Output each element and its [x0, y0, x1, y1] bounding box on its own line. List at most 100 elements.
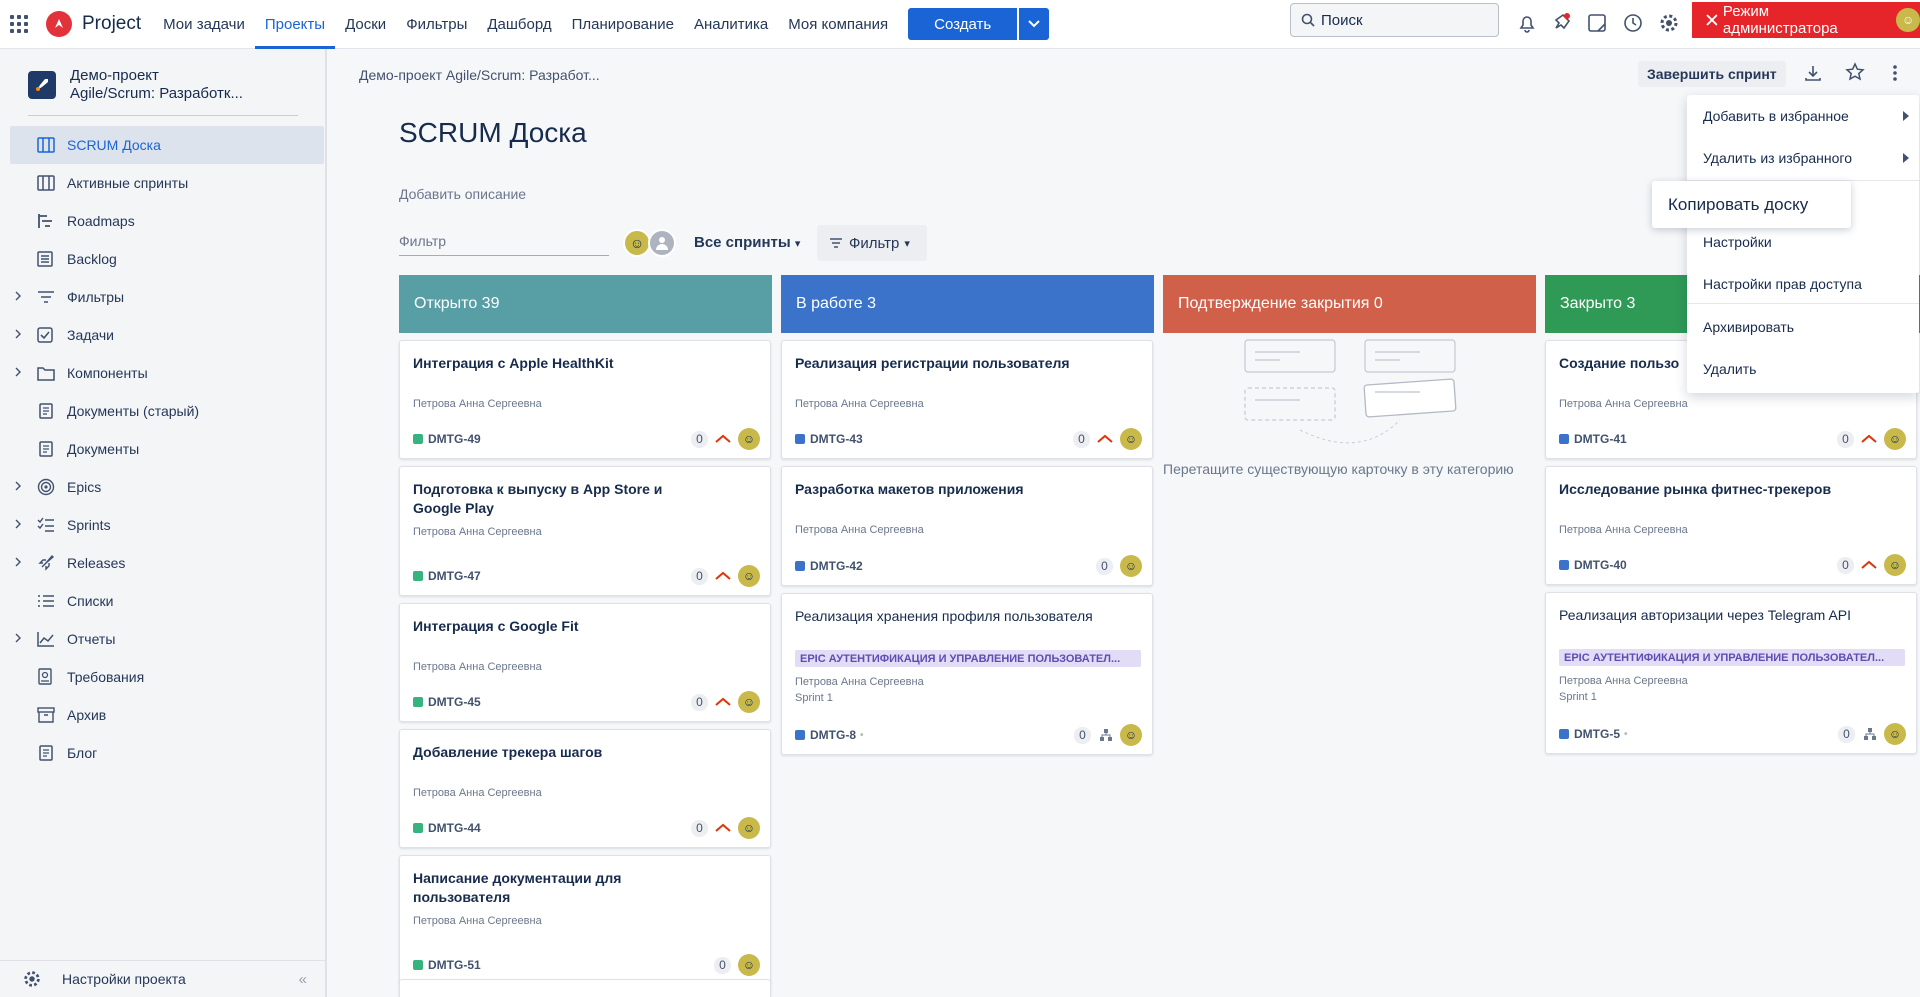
assignee-avatar[interactable]: ☺	[738, 565, 760, 587]
menu-remove-favorites[interactable]: Удалить из избранного	[1703, 150, 1852, 166]
breadcrumb[interactable]: Демо-проект Agile/Scrum: Разработ...	[359, 67, 600, 83]
assignee-avatar[interactable]: ☺	[1120, 724, 1142, 746]
nav-analytics[interactable]: Аналитика	[693, 15, 769, 33]
sidebar-item[interactable]: Блог	[10, 734, 324, 772]
sidebar-item[interactable]: SCRUM Доска	[10, 126, 324, 164]
assignee-avatar[interactable]: ☺	[1884, 723, 1906, 745]
notifications-icon[interactable]	[1516, 12, 1538, 34]
settings-gear-icon[interactable]	[1658, 12, 1680, 34]
task-card[interactable]: Исследование рынка фитнес-трекеров Петров…	[1545, 466, 1917, 585]
notes-icon[interactable]	[1586, 12, 1608, 34]
task-card[interactable]: Интеграция с Apple HealthKit Петрова Анна…	[399, 340, 771, 459]
issue-key-label[interactable]: DMTG-43	[810, 432, 863, 446]
avatar-filter-generic[interactable]	[648, 229, 676, 257]
sidebar-item[interactable]: Требования	[10, 658, 324, 696]
task-card[interactable]: Реализация авторизации через Telegram AP…	[1545, 592, 1917, 754]
pin-icon[interactable]	[1550, 12, 1572, 34]
more-options-icon[interactable]	[1891, 64, 1899, 82]
nav-dashboard[interactable]: Дашборд	[487, 15, 552, 33]
issue-key-label[interactable]: DMTG-51	[428, 958, 481, 972]
all-sprints-dropdown[interactable]: Все спринты ▾	[694, 234, 800, 251]
issue-key-label[interactable]: DMTG-8	[810, 728, 856, 742]
collapse-sidebar-icon[interactable]: «	[298, 971, 307, 988]
admin-mode-button[interactable]: Режим администратора ☺	[1692, 2, 1920, 38]
assignee-avatar[interactable]: ☺	[738, 954, 760, 976]
nav-projects[interactable]: Проекты	[254, 0, 336, 49]
chevron-right-icon[interactable]	[14, 367, 22, 377]
filter-button[interactable]: Фильтр ▾	[817, 225, 927, 261]
sidebar-item[interactable]: Активные спринты	[10, 164, 324, 202]
user-avatar[interactable]: ☺	[1896, 8, 1920, 32]
nav-my-tasks[interactable]: Мои задачи	[163, 15, 245, 33]
assignee-avatar[interactable]: ☺	[738, 691, 760, 713]
brand-name[interactable]: Project	[82, 13, 142, 34]
task-card[interactable]: Добавление трекера шагов Петрова Анна Сер…	[399, 729, 771, 848]
sidebar-item[interactable]: Задачи	[10, 316, 324, 354]
chevron-right-icon[interactable]	[14, 557, 22, 567]
menu-add-favorites[interactable]: Добавить в избранное	[1703, 108, 1849, 124]
assignee-avatar[interactable]: ☺	[1884, 554, 1906, 576]
add-description-link[interactable]: Добавить описание	[399, 186, 527, 202]
task-card-partial[interactable]	[399, 979, 771, 997]
issue-key-label[interactable]: DMTG-45	[428, 695, 481, 709]
download-icon[interactable]	[1803, 63, 1823, 83]
issue-key-label[interactable]: DMTG-49	[428, 432, 481, 446]
assignee-avatar[interactable]: ☺	[1884, 428, 1906, 450]
sidebar-item[interactable]: Компоненты	[10, 354, 324, 392]
issue-key-label[interactable]: DMTG-40	[1574, 558, 1627, 572]
task-card[interactable]: Подготовка к выпуску в App Store и Googl…	[399, 466, 771, 596]
sidebar-item[interactable]: Backlog	[10, 240, 324, 278]
menu-settings[interactable]: Настройки	[1703, 234, 1772, 250]
assignee-avatar[interactable]: ☺	[1120, 428, 1142, 450]
assignee-avatar[interactable]: ☺	[1120, 555, 1142, 577]
task-card[interactable]: Разработка макетов приложения Петрова Анн…	[781, 466, 1153, 586]
chevron-right-icon[interactable]	[14, 329, 22, 339]
star-icon[interactable]	[1845, 62, 1865, 82]
sidebar-item[interactable]: Sprints	[10, 506, 324, 544]
task-card[interactable]: Интеграция с Google Fit Петрова Анна Серг…	[399, 603, 771, 722]
epic-badge[interactable]: EPIC АУТЕНТИФИКАЦИЯ И УПРАВЛЕНИЕ ПОЛЬЗОВ…	[795, 650, 1141, 667]
menu-access-settings[interactable]: Настройки прав доступа	[1703, 276, 1862, 292]
menu-copy-board[interactable]: Копировать доску	[1652, 181, 1851, 228]
create-dropdown-button[interactable]	[1019, 8, 1050, 40]
chevron-right-icon[interactable]	[14, 519, 22, 529]
issue-key-label[interactable]: DMTG-41	[1574, 432, 1627, 446]
avatar-filter-user[interactable]: ☺	[623, 229, 651, 257]
assignee-avatar[interactable]: ☺	[738, 428, 760, 450]
end-sprint-button[interactable]: Завершить спринт	[1638, 61, 1786, 87]
sidebar-item[interactable]: Epics	[10, 468, 324, 506]
nav-boards[interactable]: Доски	[345, 15, 387, 33]
sidebar-item[interactable]: Фильтры	[10, 278, 324, 316]
app-switcher-icon[interactable]	[10, 15, 28, 33]
issue-key-label[interactable]: DMTG-42	[810, 559, 863, 573]
issue-key-label[interactable]: DMTG-44	[428, 821, 481, 835]
sidebar-item[interactable]: Releases	[10, 544, 324, 582]
filter-input[interactable]	[399, 227, 609, 256]
history-icon[interactable]	[1622, 12, 1644, 34]
nav-filters[interactable]: Фильтры	[406, 15, 468, 33]
sidebar-item[interactable]: Документы (старый)	[10, 392, 324, 430]
chevron-right-icon[interactable]	[14, 481, 22, 491]
menu-archive[interactable]: Архивировать	[1703, 319, 1795, 335]
issue-key-label[interactable]: DMTG-47	[428, 569, 481, 583]
epic-badge[interactable]: EPIC АУТЕНТИФИКАЦИЯ И УПРАВЛЕНИЕ ПОЛЬЗОВ…	[1559, 649, 1905, 666]
project-logo-icon[interactable]	[46, 11, 72, 37]
task-card[interactable]: Реализация регистрации пользователя Петро…	[781, 340, 1153, 459]
sidebar-item[interactable]: Документы	[10, 430, 324, 468]
chevron-right-icon[interactable]	[14, 291, 22, 301]
menu-delete[interactable]: Удалить	[1703, 361, 1757, 377]
issue-key-label[interactable]: DMTG-5	[1574, 727, 1620, 741]
sidebar-item[interactable]: Roadmaps	[10, 202, 324, 240]
assignee-avatar[interactable]: ☺	[738, 817, 760, 839]
task-card[interactable]: Реализация хранения профиля пользователя…	[781, 593, 1153, 755]
sidebar-item[interactable]: Отчеты	[10, 620, 324, 658]
create-button[interactable]: Создать	[908, 8, 1018, 40]
task-card[interactable]: Написание документации для пользователя П…	[399, 855, 771, 985]
search-box[interactable]	[1290, 3, 1499, 37]
search-input[interactable]	[1321, 11, 1481, 29]
project-header[interactable]: Демо-проект Agile/Scrum: Разработк...	[28, 67, 270, 103]
chevron-right-icon[interactable]	[14, 633, 22, 643]
nav-my-company[interactable]: Моя компания	[788, 15, 889, 33]
sidebar-item[interactable]: Архив	[10, 696, 324, 734]
sidebar-item[interactable]: Списки	[10, 582, 324, 620]
